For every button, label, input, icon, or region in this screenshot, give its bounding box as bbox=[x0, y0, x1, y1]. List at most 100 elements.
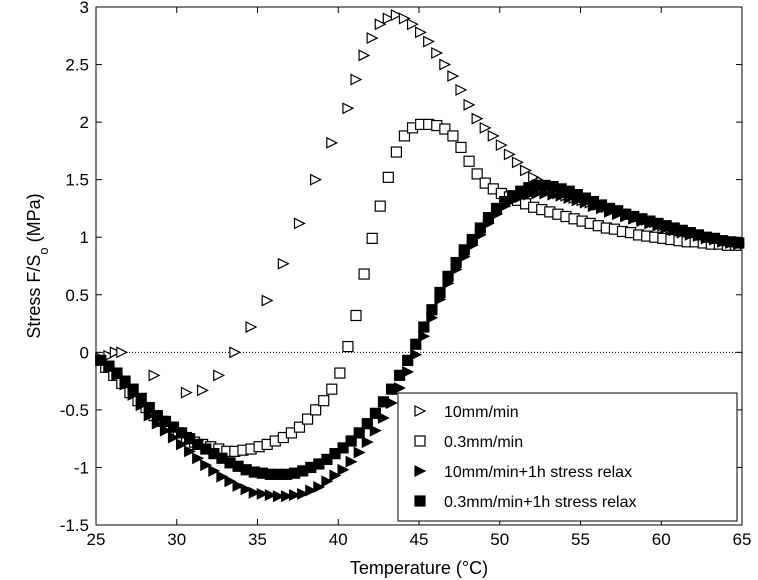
legend-box bbox=[397, 392, 738, 522]
legend-item: 0.3mm/min+1h stress relax bbox=[414, 494, 637, 511]
legend-item: 0.3mm/min bbox=[414, 434, 523, 451]
data-point bbox=[334, 367, 346, 379]
data-point bbox=[377, 396, 390, 408]
x-tick-label: 30 bbox=[167, 530, 186, 549]
data-point bbox=[159, 415, 172, 427]
data-point bbox=[167, 431, 180, 444]
data-point bbox=[426, 304, 438, 316]
legend-label: 0.3mm/min bbox=[444, 434, 523, 451]
legend: 10mm/min 0.3mm/min 10mm/min+1h stress rela… bbox=[397, 392, 738, 522]
data-point bbox=[345, 435, 357, 447]
legend-marker bbox=[414, 435, 426, 447]
y-axis-label-main: Stress F/S bbox=[24, 255, 44, 339]
data-point bbox=[350, 73, 363, 86]
data-point bbox=[277, 257, 290, 270]
data-point bbox=[167, 421, 180, 433]
data-point bbox=[175, 438, 188, 451]
data-point bbox=[345, 455, 358, 468]
data-point bbox=[423, 35, 436, 48]
data-point bbox=[358, 49, 371, 62]
y-tick-label: -1.5 bbox=[60, 516, 89, 535]
x-tick-label: 25 bbox=[87, 530, 106, 549]
x-tick-label: 50 bbox=[490, 530, 509, 549]
data-point bbox=[511, 156, 524, 169]
data-point bbox=[406, 18, 419, 31]
data-point bbox=[329, 469, 342, 482]
data-point bbox=[200, 459, 213, 472]
y-tick-label: 0.5 bbox=[65, 286, 89, 305]
y-tick-label: 1.5 bbox=[65, 171, 89, 190]
legend-marker bbox=[414, 465, 427, 477]
y-tick-label: -1 bbox=[74, 458, 89, 477]
data-point bbox=[487, 129, 500, 142]
data-point bbox=[224, 475, 237, 488]
data-point bbox=[442, 270, 454, 282]
data-point bbox=[358, 268, 370, 280]
data-point bbox=[410, 338, 422, 350]
data-point bbox=[471, 112, 484, 125]
legend-item: 10mm/min+1h stress relax bbox=[414, 464, 632, 481]
data-point bbox=[458, 244, 470, 256]
data-point bbox=[374, 18, 387, 31]
data-point bbox=[369, 407, 381, 419]
data-point bbox=[310, 404, 322, 416]
data-point bbox=[447, 130, 459, 142]
data-point bbox=[434, 286, 446, 299]
x-axis-label: Temperature (°C) bbox=[350, 558, 488, 578]
x-tick-label: 45 bbox=[410, 530, 429, 549]
data-point bbox=[374, 200, 386, 212]
data-point bbox=[361, 436, 374, 449]
y-tick-label: 3 bbox=[80, 0, 89, 17]
axis-ticks: 25 30 35 40 45 50 55 60 65 -1.5 -1 -0.5 0 0.5 1 1.5 2 2.5… bbox=[60, 0, 752, 549]
data-point bbox=[463, 155, 475, 167]
data-point bbox=[180, 386, 193, 399]
data-point bbox=[342, 102, 355, 115]
data-point bbox=[256, 487, 269, 500]
data-point bbox=[103, 360, 115, 372]
data-point bbox=[248, 486, 261, 499]
data-point bbox=[439, 123, 451, 135]
data-point bbox=[350, 309, 362, 322]
x-tick-label: 35 bbox=[248, 530, 267, 549]
data-point bbox=[321, 475, 334, 488]
y-tick-label: 2 bbox=[80, 113, 89, 132]
x-tick-label: 60 bbox=[652, 530, 671, 549]
data-point bbox=[490, 202, 503, 215]
data-point bbox=[495, 139, 508, 152]
data-point bbox=[289, 489, 301, 502]
y-tick-label: 1 bbox=[80, 228, 89, 247]
y-axis-label-subscript: o bbox=[36, 247, 51, 254]
data-point bbox=[353, 446, 366, 459]
data-point bbox=[455, 83, 468, 96]
data-point bbox=[272, 490, 285, 503]
data-point bbox=[447, 70, 460, 83]
data-point bbox=[232, 479, 245, 492]
data-point bbox=[175, 427, 188, 439]
y-tick-label: -0.5 bbox=[60, 401, 89, 420]
data-point bbox=[293, 421, 306, 433]
data-point bbox=[119, 375, 131, 387]
data-point bbox=[321, 453, 333, 465]
data-point bbox=[313, 481, 326, 493]
data-point bbox=[151, 410, 163, 422]
legend-label: 10mm/min bbox=[444, 404, 519, 421]
legend-marker bbox=[414, 495, 426, 507]
data-point bbox=[261, 294, 274, 307]
data-point bbox=[245, 321, 258, 333]
data-point bbox=[415, 26, 427, 39]
data-point bbox=[394, 369, 406, 381]
data-point bbox=[466, 233, 478, 246]
data-point bbox=[111, 367, 123, 379]
legend-marker bbox=[414, 405, 427, 417]
data-point bbox=[337, 442, 349, 454]
data-point bbox=[398, 12, 411, 25]
data-point bbox=[439, 58, 452, 71]
legend-label: 10mm/min+1h stress relax bbox=[444, 464, 632, 481]
data-point bbox=[196, 384, 209, 397]
data-point bbox=[431, 47, 444, 60]
data-point bbox=[353, 427, 365, 439]
data-point bbox=[192, 452, 205, 465]
data-point bbox=[109, 346, 122, 359]
y-tick-label: 0 bbox=[80, 343, 89, 362]
